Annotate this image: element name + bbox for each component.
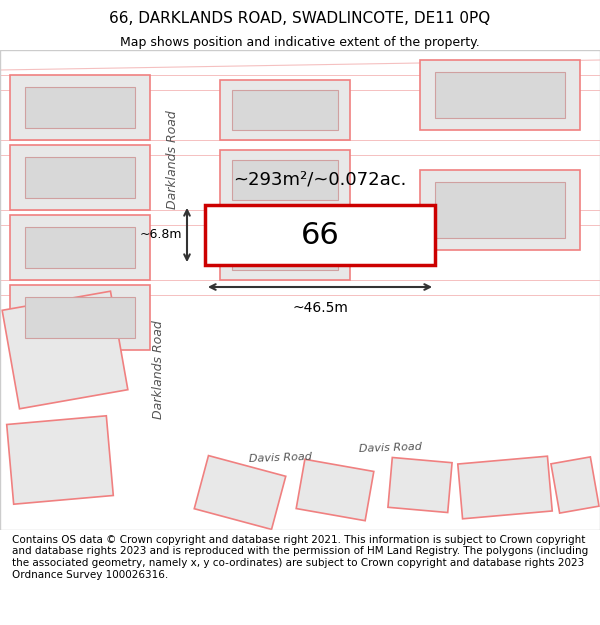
Polygon shape [145, 50, 195, 530]
Text: Darklands Road: Darklands Road [166, 111, 179, 209]
Text: ~46.5m: ~46.5m [292, 301, 348, 315]
Polygon shape [25, 157, 135, 198]
Polygon shape [232, 160, 338, 200]
Polygon shape [10, 145, 150, 210]
Text: Darklands Road: Darklands Road [151, 321, 164, 419]
Polygon shape [7, 416, 113, 504]
Polygon shape [10, 285, 150, 350]
Polygon shape [296, 459, 374, 521]
Polygon shape [420, 60, 580, 130]
Text: ~6.8m: ~6.8m [139, 229, 182, 241]
Polygon shape [458, 456, 552, 519]
Text: Davis Road: Davis Road [248, 452, 311, 464]
Text: Davis Road: Davis Road [358, 442, 422, 454]
Text: 66: 66 [301, 221, 340, 249]
Polygon shape [420, 170, 580, 250]
Polygon shape [10, 75, 150, 140]
Polygon shape [435, 72, 565, 118]
Polygon shape [2, 291, 128, 409]
Polygon shape [220, 80, 350, 140]
Polygon shape [435, 182, 565, 238]
Polygon shape [220, 150, 350, 210]
Polygon shape [232, 230, 338, 270]
Polygon shape [232, 90, 338, 130]
Text: Contains OS data © Crown copyright and database right 2021. This information is : Contains OS data © Crown copyright and d… [12, 535, 588, 579]
Polygon shape [551, 457, 599, 513]
Polygon shape [25, 227, 135, 268]
Polygon shape [25, 87, 135, 128]
Polygon shape [194, 456, 286, 529]
Text: ~293m²/~0.072ac.: ~293m²/~0.072ac. [233, 171, 407, 189]
Text: Map shows position and indicative extent of the property.: Map shows position and indicative extent… [120, 36, 480, 49]
Text: 66, DARKLANDS ROAD, SWADLINCOTE, DE11 0PQ: 66, DARKLANDS ROAD, SWADLINCOTE, DE11 0P… [109, 11, 491, 26]
Polygon shape [10, 215, 150, 280]
Polygon shape [140, 425, 600, 465]
Polygon shape [205, 205, 435, 265]
Polygon shape [25, 297, 135, 338]
Polygon shape [220, 220, 350, 280]
Polygon shape [388, 458, 452, 512]
